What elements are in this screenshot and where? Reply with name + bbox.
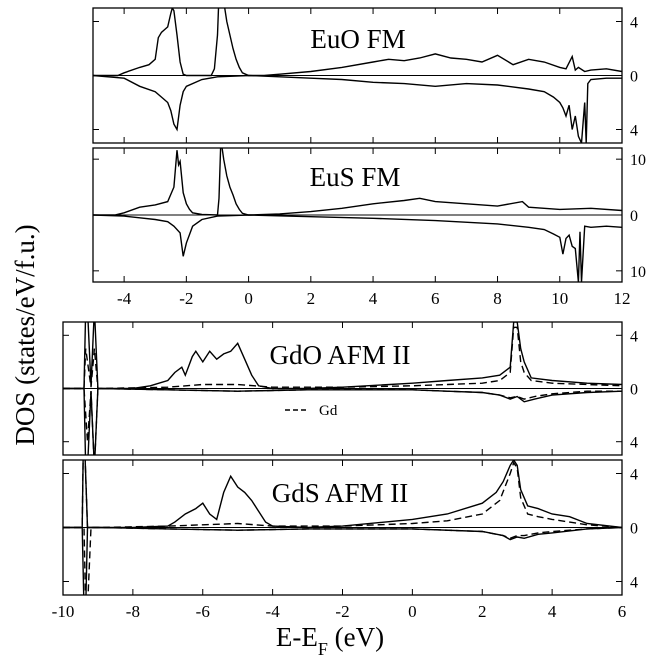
y-tick-label: 0 (630, 382, 638, 399)
y-tick-label: 4 (630, 328, 638, 345)
series-line-1 (93, 214, 622, 282)
x-tick-label: -10 (52, 602, 75, 621)
y-tick-label: 4 (630, 575, 638, 592)
x-tick-label: -4 (266, 602, 281, 621)
series-line-1 (93, 74, 622, 143)
x-tick-label: -2 (335, 602, 349, 621)
panel-title: GdS AFM II (272, 478, 409, 508)
x-tick-label: 0 (244, 289, 253, 308)
series-line-1 (63, 526, 622, 595)
legend-label: Gd (319, 403, 338, 419)
x-tick-label: 6 (618, 602, 627, 621)
series-line-0 (93, 8, 622, 77)
series-line-2 (63, 326, 622, 390)
y-tick-label: 10 (630, 264, 646, 281)
panel-title: GdO AFM II (269, 340, 410, 370)
panel-title: EuO FM (310, 24, 405, 54)
y-tick-label: 0 (630, 521, 638, 538)
x-tick-label: 4 (369, 289, 378, 308)
x-tick-label: 12 (614, 289, 631, 308)
x-tick-label: 8 (493, 289, 502, 308)
series-line-0 (63, 460, 622, 529)
y-tick-label: 4 (630, 15, 638, 32)
x-tick-label: -4 (117, 289, 132, 308)
series-line-1 (63, 387, 622, 455)
y-tick-label: 0 (630, 208, 638, 225)
x-tick-label: 4 (548, 602, 557, 621)
x-axis-label-main: E-E (276, 622, 318, 652)
series-line-3 (63, 526, 622, 595)
y-tick-label: 4 (630, 467, 638, 484)
x-tick-label: 6 (431, 289, 440, 308)
x-axis-label-subscript: F (318, 639, 328, 659)
x-tick-label: 2 (307, 289, 316, 308)
x-tick-label: 2 (478, 602, 487, 621)
y-axis-label: DOS (states/eV/f.u.) (10, 224, 40, 445)
series-line-0 (93, 148, 622, 216)
x-tick-label: -2 (179, 289, 193, 308)
series-line-3 (63, 387, 622, 455)
x-tick-label: 10 (551, 289, 568, 308)
x-axis-label: E-EF (eV) (276, 622, 384, 659)
x-tick-label: -6 (196, 602, 210, 621)
y-tick-label: 0 (630, 69, 638, 86)
series-line-2 (63, 460, 622, 529)
y-tick-label: 4 (630, 123, 638, 140)
x-axis-label-tail: (eV) (328, 622, 384, 652)
panel-title: EuS FM (310, 162, 401, 192)
y-tick-label: 4 (630, 435, 638, 452)
x-tick-label: -8 (126, 602, 140, 621)
panel-0: 4 0 4 EuO FM (92, 7, 638, 144)
panel-2: 4 0 4 GdO AFM II Gd (62, 321, 638, 456)
x-tick-label: 0 (408, 602, 417, 621)
panel-1: -4 -2 0 2 4 6 8 10 12 10 0 10 EuS FM (92, 147, 646, 308)
y-tick-label: 10 (630, 152, 646, 169)
